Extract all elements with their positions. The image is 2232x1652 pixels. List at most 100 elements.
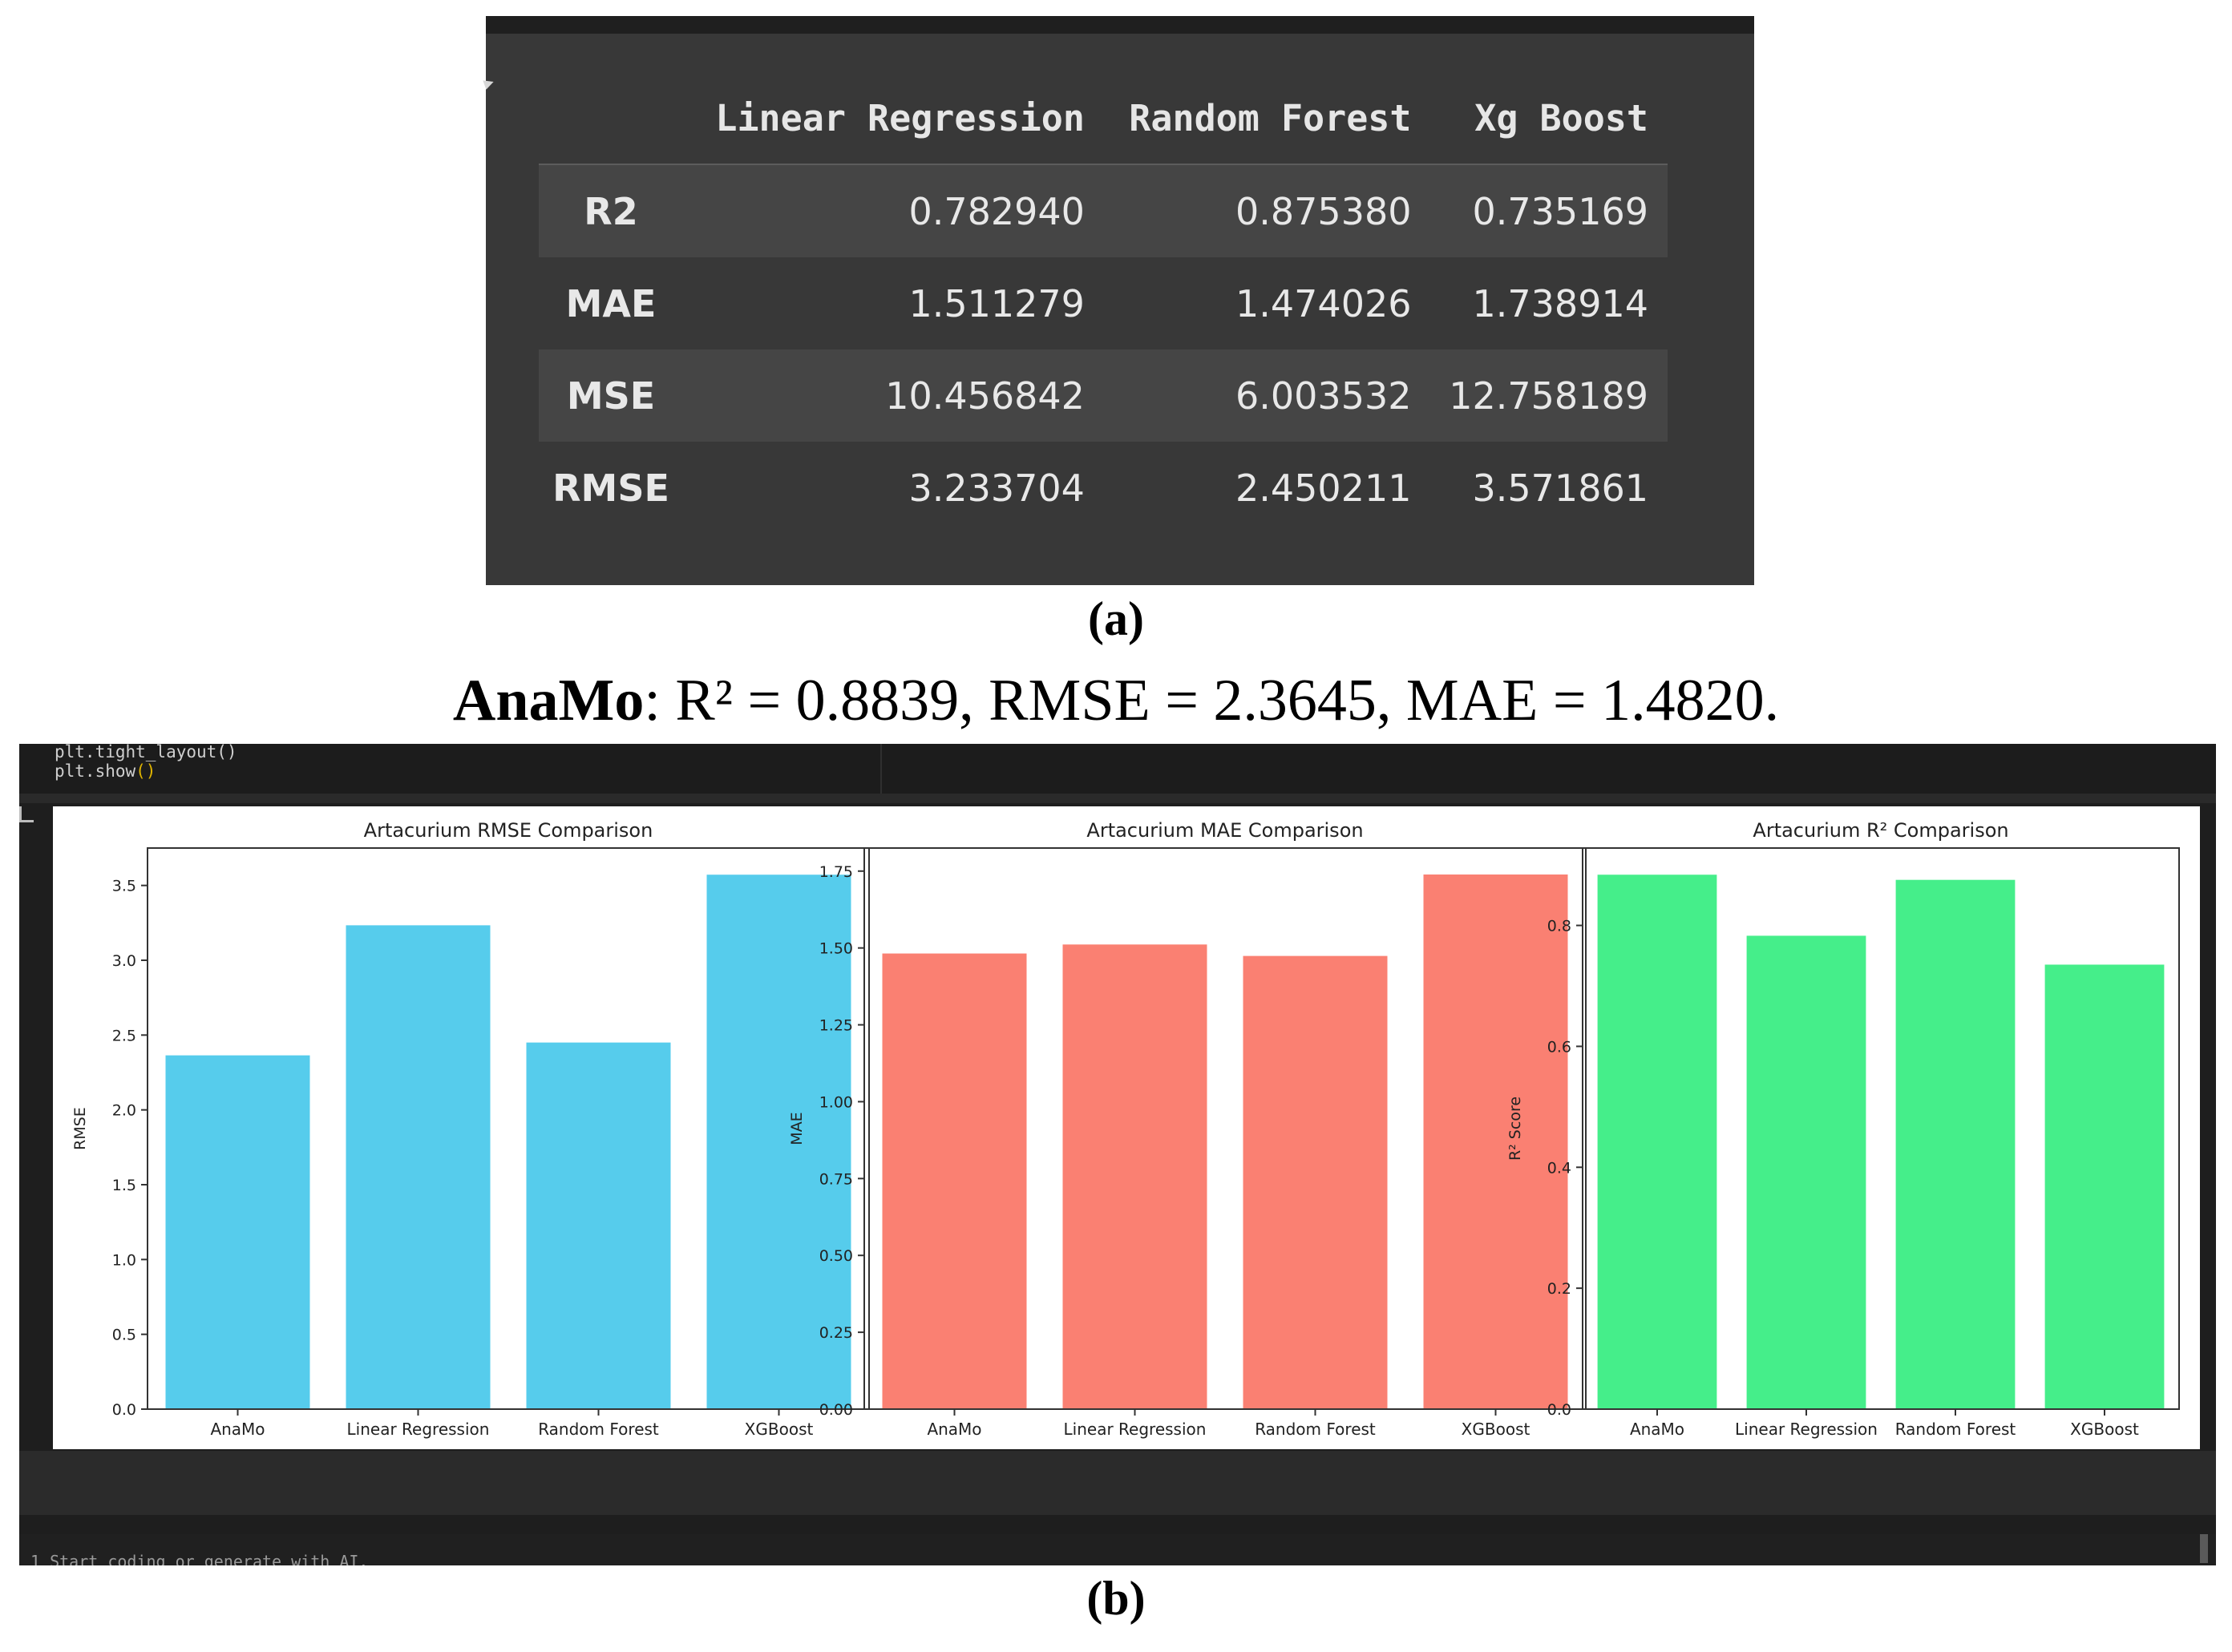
- table-cell: 0.735169: [1430, 164, 1668, 257]
- results-table-panel: Linear Regression Random Forest Xg Boost…: [483, 16, 1754, 585]
- y-tick-label: 1.75: [819, 863, 853, 881]
- table-cell: 1.738914: [1472, 281, 1649, 325]
- table-cell: 0.875380: [1103, 164, 1431, 257]
- table-cell: 3.571861: [1472, 466, 1649, 510]
- summary-metrics: : R² = 0.8839, RMSE = 2.3645, MAE = 1.48…: [644, 668, 1780, 733]
- notebook-screenshot: plt.tight_layout() plt.show() 0.0 0.5 1.0 1…: [19, 744, 2216, 1565]
- code-parens: (): [135, 761, 156, 781]
- summary-line: AnaMo: R² = 0.8839, RMSE = 2.3645, MAE =…: [0, 667, 2232, 735]
- column-header-xg-boost: Xg Boost: [1430, 72, 1668, 165]
- y-tick-label: 1.00: [819, 1093, 853, 1111]
- bar: [1243, 955, 1388, 1409]
- chart-title: Artacurium MAE Comparison: [1086, 819, 1363, 842]
- scrollbar[interactable]: [2200, 1534, 2208, 1563]
- x-tick-label: AnaMo: [1630, 1420, 1684, 1439]
- panel-top-strip: [486, 16, 1754, 34]
- table-cell: 12.758189: [1430, 349, 1668, 442]
- bar: [2044, 964, 2165, 1409]
- y-tick-label: 0.50: [819, 1247, 853, 1265]
- bar: [1597, 874, 1717, 1409]
- x-tick-label: XGBoost: [1462, 1420, 1530, 1439]
- y-tick-label: 0.8: [1547, 918, 1571, 935]
- table-cell: 6.003532: [1103, 349, 1431, 442]
- code-line: plt.show(): [55, 761, 156, 781]
- y-tick-label: 1.25: [819, 1017, 853, 1035]
- bar: [526, 1042, 671, 1409]
- caption-a: (a): [1088, 592, 1144, 645]
- results-table: Linear Regression Random Forest Xg Boost…: [539, 72, 1668, 534]
- x-tick-label: Random Forest: [1255, 1420, 1376, 1439]
- y-tick-label: 0.75: [819, 1170, 853, 1188]
- row-header: MAE: [565, 281, 657, 325]
- table-cell: 3.233704: [908, 466, 1085, 510]
- y-tick-label: 3.5: [112, 878, 136, 895]
- y-tick-label: 3.0: [112, 952, 136, 970]
- table-cell: 2.450211: [1235, 466, 1412, 510]
- y-axis-label: RMSE: [71, 1107, 89, 1150]
- y-axis-label: R² Score: [1506, 1097, 1524, 1161]
- table-cell: 0.782940: [683, 164, 1104, 257]
- caption-b: (b): [1086, 1572, 1146, 1625]
- y-tick-label: 1.50: [819, 940, 853, 958]
- code-line: plt.tight_layout(): [55, 744, 237, 761]
- y-tick-label: 1.0: [112, 1251, 136, 1269]
- collapse-arrow-icon: [483, 77, 495, 90]
- row-header: MSE: [539, 349, 683, 442]
- x-tick-label: AnaMo: [210, 1420, 265, 1439]
- code-cell[interactable]: plt.tight_layout() plt.show(): [19, 744, 2216, 794]
- bar: [882, 953, 1027, 1409]
- bar: [1746, 935, 1866, 1409]
- bar: [1423, 874, 1568, 1409]
- empty-cell-prompt: 1 Start coding or generate with AI.: [30, 1552, 369, 1565]
- table-cell: 1.511279: [908, 281, 1085, 325]
- bar: [346, 925, 491, 1409]
- bar: [1895, 879, 2016, 1409]
- empty-code-cell[interactable]: [19, 1534, 2216, 1565]
- table-row: RMSE 3.233704 2.450211 3.571861: [539, 442, 1668, 534]
- x-tick-label: XGBoost: [745, 1420, 814, 1439]
- y-tick-label: 0.5: [112, 1327, 136, 1344]
- y-tick-label: 1.5: [112, 1177, 136, 1194]
- axes-frame: [147, 847, 870, 1410]
- table-header-row: Linear Regression Random Forest Xg Boost: [539, 72, 1668, 165]
- table-row: MAE 1.511279 1.474026 1.738914: [539, 257, 1668, 349]
- y-tick-label: 2.5: [112, 1027, 136, 1044]
- summary-model-name: AnaMo: [452, 668, 645, 733]
- table-header-corner: [539, 72, 683, 165]
- table-cell: 1.474026: [1235, 281, 1412, 325]
- cell-separator: [19, 794, 2216, 803]
- table-cell: 10.456842: [683, 349, 1104, 442]
- x-tick-label: Random Forest: [538, 1420, 659, 1439]
- table-row: R2 0.782940 0.875380 0.735169: [539, 164, 1668, 257]
- y-tick-label: 2.0: [112, 1102, 136, 1120]
- code-divider: [880, 744, 882, 794]
- x-tick-label: Linear Regression: [1064, 1420, 1207, 1439]
- y-tick-label: 0.0: [1547, 1401, 1571, 1419]
- y-tick-label: 0.25: [819, 1324, 853, 1342]
- chart-title: Artacurium R² Comparison: [1753, 819, 2008, 842]
- x-tick-label: XGBoost: [2070, 1420, 2139, 1439]
- y-tick-label: 0.00: [819, 1401, 853, 1419]
- bar: [706, 874, 851, 1409]
- y-axis-label: MAE: [788, 1112, 806, 1145]
- output-icon[interactable]: [19, 806, 34, 822]
- y-tick-label: 0.6: [1547, 1038, 1571, 1056]
- x-tick-label: AnaMo: [927, 1420, 981, 1439]
- row-header: R2: [539, 164, 683, 257]
- x-tick-label: Random Forest: [1895, 1420, 2016, 1439]
- bar: [1062, 944, 1207, 1409]
- table-row: MSE 10.456842 6.003532 12.758189: [539, 349, 1668, 442]
- column-header-random-forest: Random Forest: [1103, 72, 1431, 165]
- axes-frame: [1582, 847, 2180, 1410]
- row-header: RMSE: [552, 466, 669, 510]
- code-function: plt.show: [55, 761, 136, 781]
- bar: [165, 1055, 310, 1409]
- chart-title: Artacurium RMSE Comparison: [364, 819, 653, 842]
- y-tick-label: 0.0: [112, 1401, 136, 1419]
- output-footer: [19, 1451, 2216, 1515]
- figure-output: 0.0 0.5 1.0 1.5 2.0 2.5 3.0 3.5 AnaMo Linear Regr…: [53, 806, 2200, 1449]
- x-tick-label: Linear Regression: [347, 1420, 490, 1439]
- x-tick-label: Linear Regression: [1735, 1420, 1878, 1439]
- y-tick-label: 0.2: [1547, 1280, 1571, 1298]
- axes-frame: [863, 847, 1587, 1410]
